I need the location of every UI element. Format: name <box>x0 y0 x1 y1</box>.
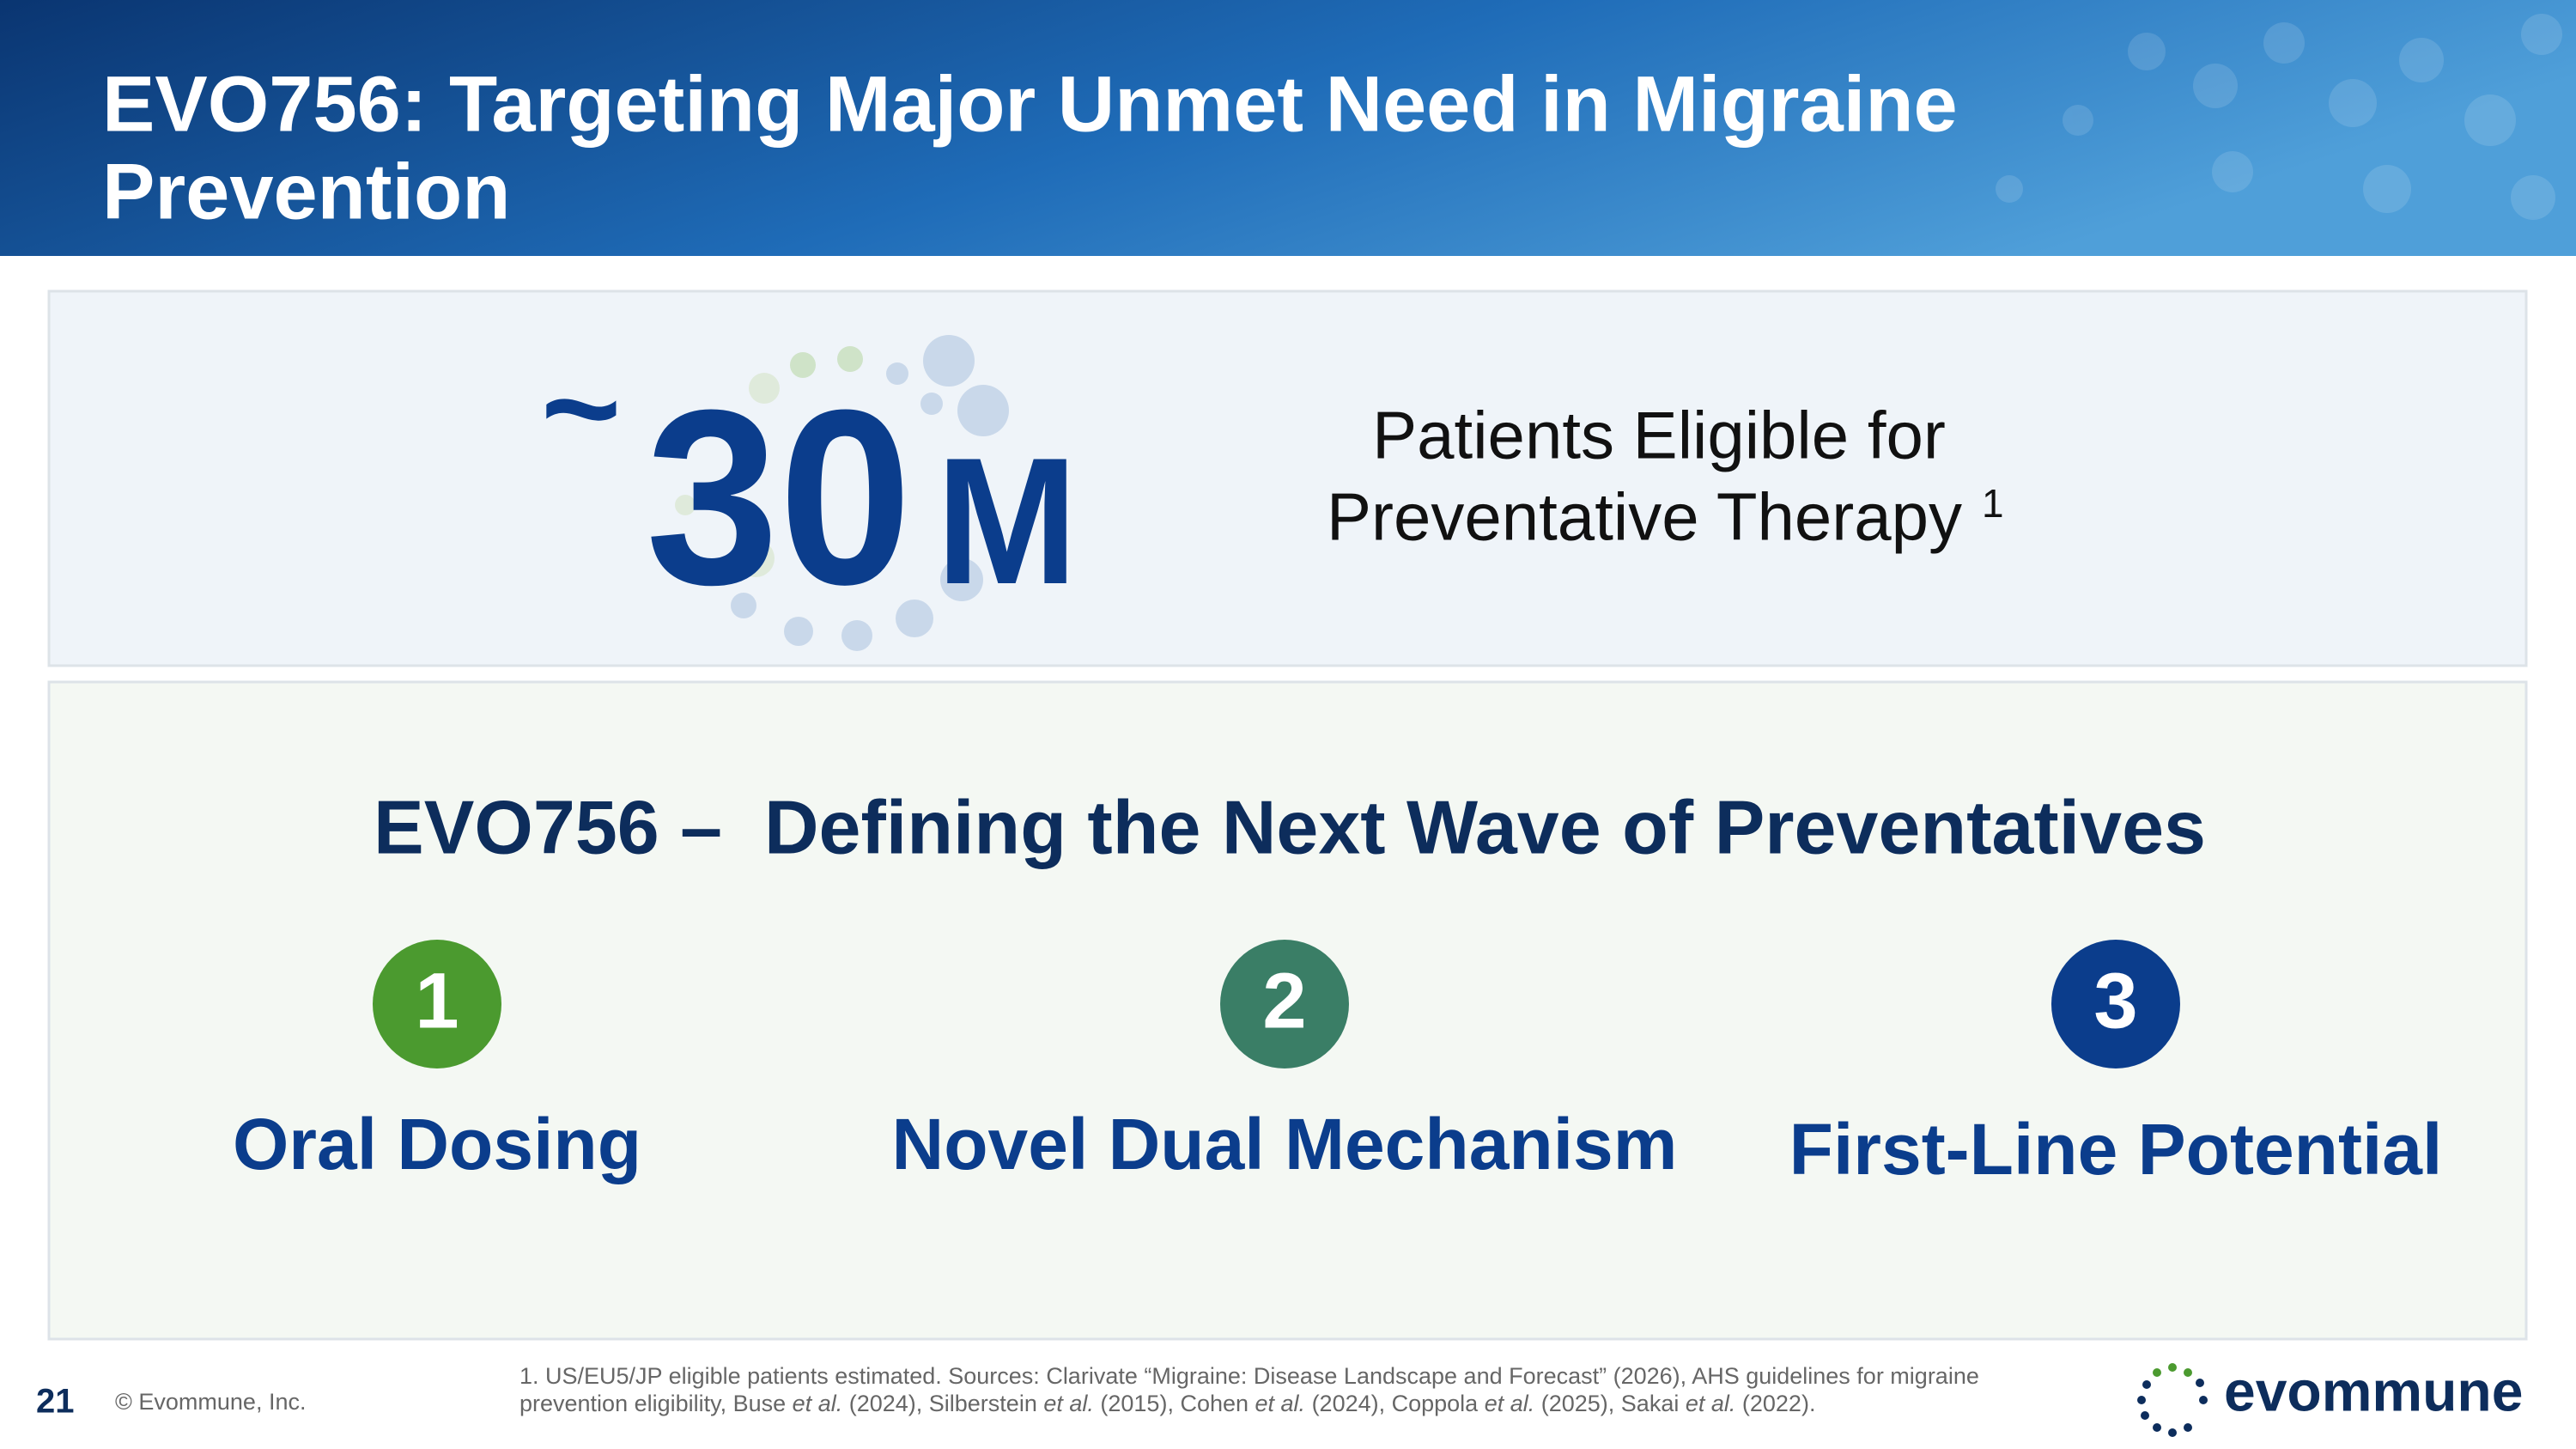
stat-prefix: ~ <box>541 331 621 484</box>
footnote-part: (2024), Coppola <box>1305 1391 1485 1416</box>
footnote: prevention eligibility, Buse et al. (202… <box>519 1391 1815 1416</box>
footnote-part: (2022). <box>1735 1391 1815 1416</box>
footnote-part: et al. <box>793 1391 843 1416</box>
title-line: EVO756: Targeting Major Unmet Need in Mi… <box>102 60 1958 148</box>
pillar-number: 2 <box>1262 957 1306 1044</box>
footnote-part: (2015), Cohen <box>1094 1391 1255 1416</box>
pillar-number: 1 <box>415 957 459 1044</box>
pillar-badge <box>2051 940 2180 1068</box>
footnote-part: prevention eligibility, Buse <box>519 1391 793 1416</box>
logo-text: evommune <box>2224 1359 2523 1422</box>
footnote-part: et al. <box>1686 1391 1736 1416</box>
stat-label: Patients Eligible for <box>1372 398 1946 473</box>
section-title: EVO756 – Defining the Next Wave of Preve… <box>374 784 2206 869</box>
stat-unit: M <box>936 420 1078 622</box>
stat-number: 30 <box>646 358 912 636</box>
page-number: 21 <box>36 1383 75 1421</box>
footnote-part: (2024), Silberstein <box>842 1391 1043 1416</box>
pillar-badge <box>1220 940 1349 1068</box>
copyright: © Evommune, Inc. <box>115 1389 306 1415</box>
footnote-part: et al. <box>1043 1391 1094 1416</box>
stat-decoration <box>675 335 1009 651</box>
pillar-label: Novel Dual Mechanism <box>892 1104 1678 1184</box>
pillar-label: First-Line Potential <box>1789 1109 2443 1190</box>
pillars: 1 Oral Dosing 2 Novel Dual Mechanism 3 First-… <box>233 940 2442 1190</box>
stat-panel <box>47 289 2528 667</box>
stat-label: Preventative Therapy <box>1327 479 1962 555</box>
header-pattern <box>1996 14 2562 220</box>
footnote: 1. US/EU5/JP eligible patients estimated… <box>519 1363 1979 1389</box>
pillar-number: 3 <box>2093 957 2137 1044</box>
footnote-part: et al. <box>1485 1391 1535 1416</box>
header-band <box>0 0 2576 256</box>
logo-mark <box>2137 1363 2208 1437</box>
title-line: Prevention <box>102 148 510 235</box>
pillar-label: Oral Dosing <box>233 1104 641 1184</box>
pillar-badge <box>373 940 501 1068</box>
footnote-part: et al. <box>1255 1391 1306 1416</box>
footnote-part: (2025), Sakai <box>1534 1391 1686 1416</box>
footnote-mark: 1 <box>1982 481 2004 526</box>
